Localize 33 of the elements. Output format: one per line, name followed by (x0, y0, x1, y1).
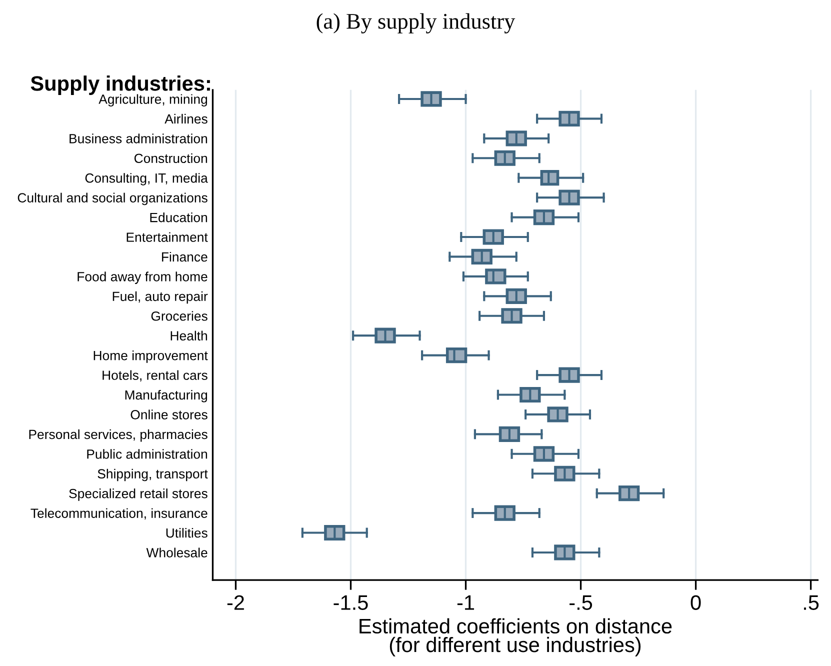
y-tick-label: Business administration (70, 134, 208, 144)
y-tick-label: Consulting, IT, media (85, 173, 208, 186)
y-tick-label: Cultural and social organizations (18, 192, 208, 206)
y-tick-label: Hotels, rental cars (102, 370, 208, 382)
x-tick-label: 0 (690, 595, 701, 610)
y-tick-label: Telecommunication, insurance (30, 508, 208, 520)
y-tick-label: Fuel, auto repair (112, 291, 208, 304)
x-tick-label: -1.5 (334, 595, 368, 610)
x-tick-label: -.5 (570, 595, 592, 610)
y-tick-label: Agriculture, mining (98, 94, 208, 106)
y-tick-label: Personal services, pharmacies (29, 429, 208, 442)
y-tick-label: Utilities (166, 528, 208, 538)
x-tick-label: -2 (227, 595, 244, 610)
x-axis-title: Estimated coefficients on distance (for different use industries) (360, 618, 672, 656)
y-tick-label: Public administration (87, 449, 208, 459)
y-tick-label: Entertainment (126, 232, 208, 242)
y-tick-label: Education (150, 212, 208, 222)
x-tick-label: .5 (804, 595, 819, 610)
x-tick-label: -1 (457, 595, 474, 610)
y-tick-label: Wholesale (146, 548, 208, 558)
y-tick-label: Finance (162, 252, 208, 262)
chart-title: (a) By supply industry (316, 13, 516, 34)
y-tick-label: Food away from home (78, 272, 208, 284)
y-tick-label: Manufacturing (125, 390, 208, 402)
y-tick-label: Construction (134, 153, 208, 164)
y-tick-label: Online stores (130, 410, 208, 420)
y-tick-label: Shipping, transport (98, 468, 208, 482)
text: Supply industries: (30, 76, 210, 95)
y-tick-label: Specialized retail stores (69, 488, 208, 501)
y-tick-label: Home improvement (94, 350, 208, 363)
y-tick-label: Health (170, 330, 208, 340)
y-tick-label: Groceries (151, 311, 208, 321)
y-tick-label: Airlines (164, 114, 208, 124)
